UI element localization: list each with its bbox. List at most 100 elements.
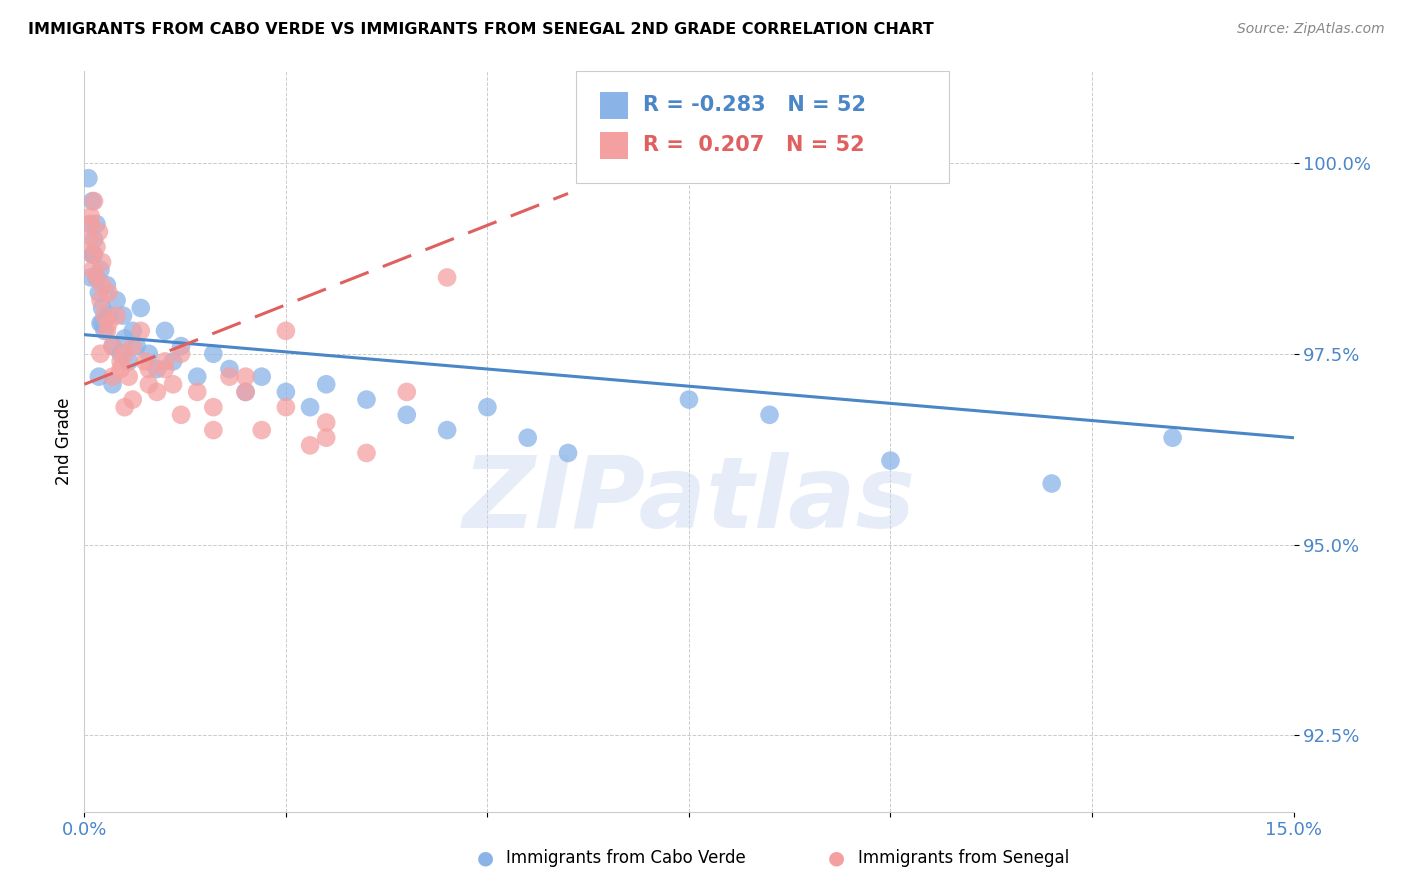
- Point: [101, 369, 124, 384]
- Text: ZIPatlas: ZIPatlas: [463, 452, 915, 549]
- Point: [114, 331, 136, 345]
- Point: [91, 278, 114, 293]
- Point: [162, 377, 184, 392]
- Point: [114, 347, 136, 361]
- Point: [87, 285, 110, 300]
- Text: R =  0.207   N = 52: R = 0.207 N = 52: [643, 136, 865, 155]
- Point: [395, 384, 418, 399]
- Text: Immigrants from Cabo Verde: Immigrants from Cabo Verde: [506, 849, 747, 867]
- Text: ●: ●: [477, 848, 494, 868]
- Point: [86, 217, 108, 231]
- Point: [86, 240, 108, 254]
- Point: [134, 354, 156, 368]
- Point: [121, 392, 143, 407]
- Point: [218, 369, 240, 384]
- Point: [91, 301, 114, 315]
- Point: [202, 347, 225, 361]
- Point: [315, 431, 337, 445]
- Point: [356, 392, 378, 407]
- Point: [153, 324, 176, 338]
- Text: ●: ●: [828, 848, 845, 868]
- Point: [121, 339, 143, 353]
- Point: [758, 408, 780, 422]
- Point: [299, 438, 322, 452]
- Point: [202, 423, 225, 437]
- Point: [97, 309, 120, 323]
- Point: [170, 408, 193, 422]
- Text: Source: ZipAtlas.com: Source: ZipAtlas.com: [1237, 22, 1385, 37]
- Point: [80, 270, 103, 285]
- Point: [87, 369, 110, 384]
- Point: [91, 316, 114, 330]
- Point: [162, 354, 184, 368]
- Point: [101, 339, 124, 353]
- Point: [97, 316, 120, 330]
- Point: [250, 369, 273, 384]
- Point: [138, 362, 160, 376]
- Point: [89, 293, 111, 308]
- Point: [186, 384, 208, 399]
- Point: [79, 217, 101, 231]
- Point: [112, 309, 135, 323]
- Point: [557, 446, 579, 460]
- Point: [879, 453, 901, 467]
- Point: [83, 232, 105, 246]
- Point: [110, 362, 132, 376]
- Point: [250, 423, 273, 437]
- Point: [105, 293, 128, 308]
- Point: [80, 210, 103, 224]
- Point: [86, 270, 108, 285]
- Point: [121, 324, 143, 338]
- Point: [93, 309, 115, 323]
- Point: [77, 232, 100, 246]
- Point: [110, 354, 132, 368]
- Point: [97, 285, 120, 300]
- Point: [202, 400, 225, 414]
- Point: [274, 384, 297, 399]
- Text: Immigrants from Senegal: Immigrants from Senegal: [858, 849, 1069, 867]
- Point: [146, 362, 169, 376]
- Point: [89, 316, 111, 330]
- Point: [89, 347, 111, 361]
- Point: [477, 400, 499, 414]
- Text: R = -0.283   N = 52: R = -0.283 N = 52: [643, 95, 866, 115]
- Point: [235, 384, 257, 399]
- Point: [96, 278, 118, 293]
- Point: [114, 400, 136, 414]
- Point: [436, 423, 458, 437]
- Point: [118, 354, 141, 368]
- Point: [153, 354, 176, 368]
- Point: [125, 339, 148, 353]
- Y-axis label: 2nd Grade: 2nd Grade: [55, 398, 73, 485]
- Point: [82, 247, 104, 261]
- Point: [678, 392, 700, 407]
- Point: [89, 262, 111, 277]
- Point: [218, 362, 240, 376]
- Point: [91, 255, 114, 269]
- Point: [82, 194, 104, 208]
- Point: [86, 270, 108, 285]
- Point: [170, 347, 193, 361]
- Point: [77, 171, 100, 186]
- Point: [138, 347, 160, 361]
- Point: [129, 301, 152, 315]
- Point: [299, 400, 322, 414]
- Point: [118, 369, 141, 384]
- Point: [315, 377, 337, 392]
- Text: IMMIGRANTS FROM CABO VERDE VS IMMIGRANTS FROM SENEGAL 2ND GRADE CORRELATION CHAR: IMMIGRANTS FROM CABO VERDE VS IMMIGRANTS…: [28, 22, 934, 37]
- Point: [170, 339, 193, 353]
- Point: [101, 339, 124, 353]
- Point: [146, 384, 169, 399]
- Point: [186, 369, 208, 384]
- Point: [153, 362, 176, 376]
- Point: [436, 270, 458, 285]
- Point: [315, 416, 337, 430]
- Point: [80, 217, 103, 231]
- Point: [87, 225, 110, 239]
- Point: [110, 347, 132, 361]
- Point: [96, 324, 118, 338]
- Point: [105, 309, 128, 323]
- Point: [82, 247, 104, 261]
- Point: [101, 377, 124, 392]
- Point: [83, 194, 105, 208]
